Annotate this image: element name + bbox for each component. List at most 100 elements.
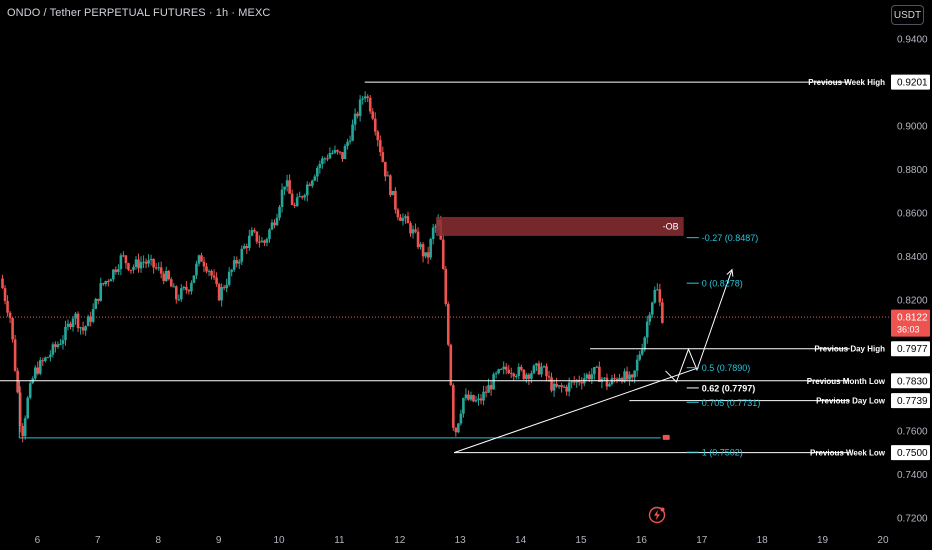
fib-label: 0.5 (0.7890)	[702, 363, 751, 373]
candle-body	[550, 377, 553, 391]
candle-body	[472, 395, 475, 402]
candle-body	[336, 150, 339, 152]
candle-body	[117, 269, 120, 273]
candle-body	[3, 288, 7, 301]
candle-body	[469, 395, 473, 400]
candle-body	[310, 180, 314, 186]
candle-body	[487, 385, 490, 393]
level-price-label: 0.7739	[897, 396, 928, 407]
candle-body	[144, 261, 148, 264]
candle-body	[190, 282, 193, 292]
candle-body	[16, 370, 19, 393]
candle-body	[449, 344, 453, 386]
candle-body	[114, 269, 118, 273]
candle-body	[104, 281, 108, 285]
candle-body	[421, 244, 425, 257]
candle-body	[368, 97, 372, 112]
level-label: Previous Day High	[814, 345, 885, 354]
order-block-zone	[436, 216, 684, 236]
lightning-icon[interactable]	[648, 506, 666, 524]
candle-body	[560, 385, 563, 388]
candle-body	[389, 175, 392, 196]
candle-body	[406, 216, 410, 224]
candle-body	[545, 366, 548, 377]
candle-body	[255, 231, 259, 242]
level-label: Previous Week High	[808, 78, 885, 87]
candle-body	[222, 287, 226, 289]
candle-body	[318, 163, 322, 168]
candle-body	[404, 216, 407, 219]
candle-body	[555, 383, 558, 387]
candle-body	[348, 140, 352, 142]
candle-body	[459, 413, 463, 424]
candle-body	[84, 326, 87, 331]
candle-body	[525, 374, 528, 380]
candle-body	[273, 222, 276, 226]
candle-body	[530, 373, 533, 379]
candle-body	[658, 289, 662, 303]
candle-body	[482, 391, 485, 401]
candle-body	[61, 340, 65, 344]
x-tick-label: 11	[334, 535, 345, 546]
candle-body	[540, 366, 543, 375]
candle-body	[373, 118, 377, 132]
candle-body	[180, 288, 183, 300]
candle-body	[323, 158, 327, 160]
candle-body	[250, 230, 254, 236]
fib-label: 1 (0.7502)	[702, 448, 743, 458]
candle-body	[399, 217, 402, 221]
level-price-tag	[891, 445, 930, 461]
candle-body	[648, 314, 652, 322]
candle-body	[280, 189, 284, 207]
candle-body	[313, 176, 317, 181]
candle-body	[232, 260, 236, 270]
candle-body	[603, 377, 606, 379]
candle-body	[185, 286, 188, 291]
level-price-label: 0.7500	[897, 448, 928, 459]
candle-body	[615, 378, 619, 381]
candle-body	[109, 279, 113, 282]
candle-body	[411, 229, 415, 234]
candle-body	[613, 378, 616, 380]
candle-body	[278, 206, 281, 218]
candle-body	[565, 386, 568, 392]
candle-body	[328, 153, 332, 159]
candle-body	[376, 131, 380, 141]
candle-body	[338, 151, 342, 153]
candle-body	[361, 98, 364, 100]
candle-body	[210, 270, 213, 276]
candle-body	[167, 270, 171, 280]
candle-body	[129, 269, 133, 271]
candle-body	[174, 286, 178, 300]
x-tick-label: 9	[216, 535, 222, 546]
candle-body	[235, 260, 239, 264]
candle-body	[640, 349, 644, 355]
candle-body	[467, 394, 470, 400]
countdown-label: 36:03	[897, 325, 920, 335]
candle-body	[517, 366, 521, 377]
candle-body	[588, 374, 591, 380]
candle-body	[132, 266, 135, 270]
x-tick-label: 7	[95, 535, 101, 546]
candle-body	[285, 180, 289, 187]
candle-body	[512, 373, 516, 377]
candle-body	[54, 344, 57, 348]
candle-body	[623, 371, 626, 382]
candle-body	[99, 283, 103, 301]
candle-body	[162, 273, 165, 281]
y-tick-label: 0.7200	[897, 513, 928, 524]
candle-body	[227, 271, 231, 285]
candle-body	[197, 255, 201, 264]
currency-unit-button[interactable]: USDT	[891, 5, 924, 25]
candle-body	[28, 383, 32, 398]
candle-body	[608, 384, 611, 387]
level-label: Previous Day Low	[816, 397, 886, 406]
candle-body	[195, 263, 198, 276]
candle-body	[409, 223, 412, 234]
candle-body	[429, 239, 432, 258]
candle-body	[572, 381, 576, 383]
y-tick-label: 0.8200	[897, 296, 928, 307]
candle-body	[507, 369, 511, 374]
x-tick-label: 17	[696, 535, 708, 546]
